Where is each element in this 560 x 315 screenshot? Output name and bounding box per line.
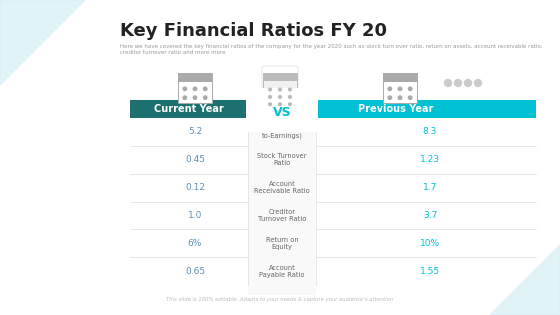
Circle shape (269, 103, 272, 106)
Text: 0.12: 0.12 (185, 183, 205, 192)
Circle shape (279, 88, 281, 91)
Text: Current Year: Current Year (154, 104, 224, 114)
Circle shape (464, 79, 472, 87)
Text: 1.0: 1.0 (188, 211, 202, 220)
Circle shape (269, 88, 272, 91)
Polygon shape (0, 0, 85, 85)
Circle shape (183, 96, 186, 100)
Bar (178, 73, 212, 103)
Text: 0.45: 0.45 (185, 155, 205, 164)
Circle shape (398, 96, 402, 100)
Circle shape (388, 87, 391, 90)
Circle shape (193, 87, 197, 90)
Circle shape (474, 79, 482, 87)
Text: 6%: 6% (188, 239, 202, 248)
FancyBboxPatch shape (246, 88, 318, 132)
Polygon shape (490, 245, 560, 315)
Circle shape (288, 95, 291, 98)
Text: 0.65: 0.65 (185, 266, 205, 276)
Text: VS: VS (273, 106, 291, 119)
Circle shape (269, 95, 272, 98)
Text: 1.23: 1.23 (420, 155, 440, 164)
Circle shape (279, 103, 281, 106)
Circle shape (193, 96, 197, 100)
Text: Account
Payable Ratio: Account Payable Ratio (259, 265, 305, 278)
Text: Here we have covered the key financial ratios of the company for the year 2020 s: Here we have covered the key financial r… (120, 44, 543, 55)
Text: P/E Ratio (Price-
to-Earnings): P/E Ratio (Price- to-Earnings) (255, 125, 309, 139)
Bar (383, 73, 417, 82)
Text: This slide is 100% editable. Adapts to your needs & capture your audience’s atte: This slide is 100% editable. Adapts to y… (166, 297, 394, 302)
Text: Stock Turnover
Ratio: Stock Turnover Ratio (257, 153, 307, 166)
Circle shape (408, 87, 412, 90)
Circle shape (445, 79, 451, 87)
FancyBboxPatch shape (262, 66, 298, 112)
Circle shape (388, 96, 391, 100)
Bar (178, 73, 212, 82)
Text: 1.55: 1.55 (420, 266, 440, 276)
Text: 5.2: 5.2 (188, 127, 202, 136)
Text: 8.3: 8.3 (423, 127, 437, 136)
Text: Key Financial Ratios FY 20: Key Financial Ratios FY 20 (120, 22, 387, 40)
Text: Account
Receivable Ratio: Account Receivable Ratio (254, 181, 310, 194)
Text: Previous Year: Previous Year (358, 104, 433, 114)
Circle shape (398, 87, 402, 90)
Bar (130, 100, 248, 118)
Bar (383, 73, 417, 103)
Text: 10%: 10% (420, 239, 440, 248)
Bar (263, 73, 297, 81)
Text: 1.7: 1.7 (423, 183, 437, 192)
Circle shape (288, 88, 291, 91)
Bar (248, 118, 316, 295)
Circle shape (408, 96, 412, 100)
Bar (256, 100, 536, 118)
Circle shape (279, 95, 281, 98)
Bar (263, 73, 297, 103)
Circle shape (455, 79, 461, 87)
Circle shape (203, 87, 207, 90)
Circle shape (183, 87, 186, 90)
Text: 3.7: 3.7 (423, 211, 437, 220)
Circle shape (203, 96, 207, 100)
Text: Creditor
Turnover Ratio: Creditor Turnover Ratio (258, 209, 306, 222)
Text: Return on
Equity: Return on Equity (265, 237, 298, 250)
Circle shape (288, 103, 291, 106)
